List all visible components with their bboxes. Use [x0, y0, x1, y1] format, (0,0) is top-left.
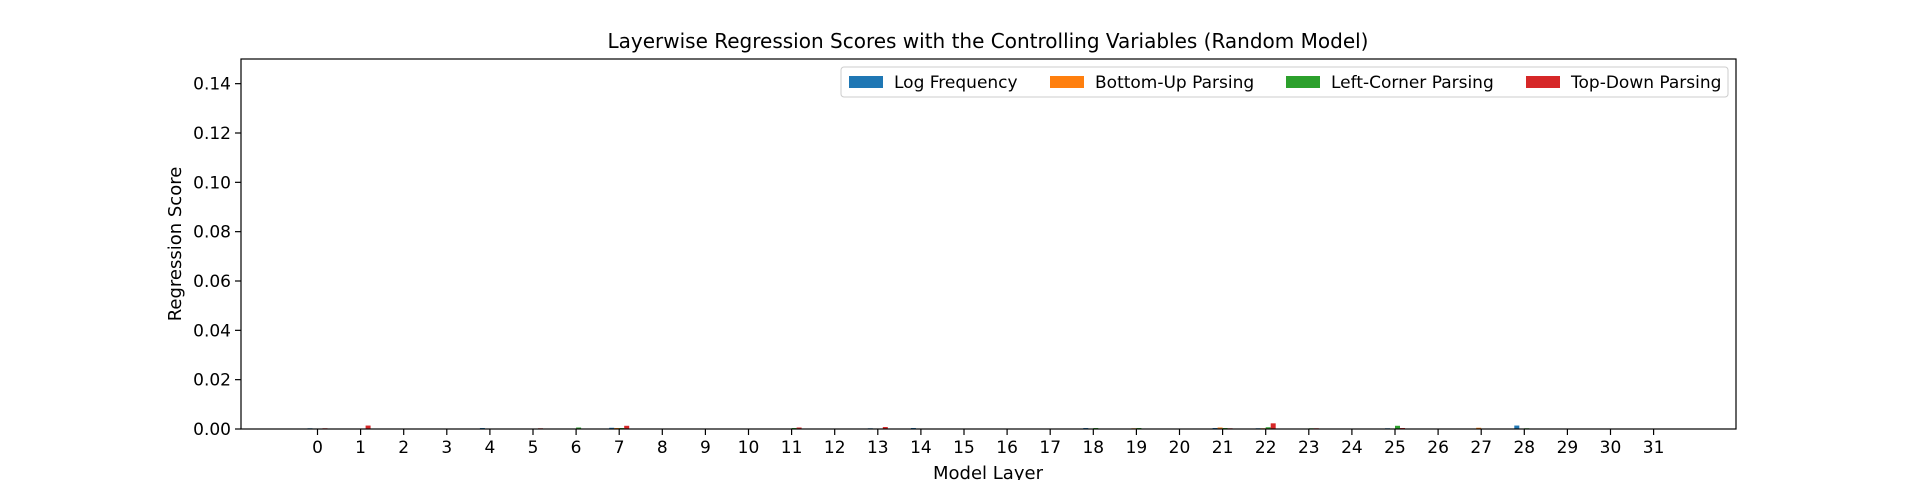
legend-label: Bottom-Up Parsing	[1095, 73, 1254, 93]
x-tick-label: 9	[700, 438, 711, 458]
legend-box	[840, 66, 1729, 98]
x-tick-label: 24	[1341, 438, 1363, 458]
y-tick-label: 0.08	[193, 223, 231, 243]
x-tick-label: 29	[1557, 438, 1579, 458]
bar-top-down-parsing-layer-13	[882, 427, 888, 429]
legend-label: Log Frequency	[894, 73, 1018, 93]
bar-log-frequency-layer-7	[609, 427, 615, 429]
legend-swatch-left-corner-parsing	[1286, 76, 1320, 88]
x-tick-label: 12	[824, 438, 846, 458]
bar-left-corner-parsing-layer-22	[1265, 427, 1271, 429]
y-tick-label: 0.04	[193, 321, 231, 341]
x-axis: 0 1 2 3 4 5 6 7 8 9 10 11 12 13 14 15 16 17 18 19 20 21 22 23 24…	[312, 429, 1664, 458]
y-axis-title: Regression Score	[165, 167, 186, 322]
chart-title: Layerwise Regression Scores with the Con…	[608, 29, 1369, 53]
x-tick-label: 8	[657, 438, 668, 458]
x-tick-label: 15	[953, 438, 975, 458]
x-tick-label: 27	[1470, 438, 1492, 458]
x-tick-label: 14	[910, 438, 932, 458]
y-tick-label: 0.12	[193, 124, 231, 144]
x-tick-label: 17	[1039, 438, 1061, 458]
x-tick-label: 30	[1600, 438, 1622, 458]
bar-left-corner-parsing-layer-6	[576, 427, 582, 429]
x-tick-label: 26	[1427, 438, 1449, 458]
x-tick-label: 31	[1643, 438, 1665, 458]
bar-top-down-parsing-layer-22	[1270, 423, 1276, 429]
y-tick-label: 0.02	[193, 371, 231, 391]
bar-bottom-up-parsing-layer-21	[1217, 427, 1223, 429]
legend-swatch-log-frequency	[849, 76, 883, 88]
x-tick-label: 2	[398, 438, 409, 458]
bar-top-down-parsing-layer-1	[365, 425, 371, 429]
legend-label: Left-Corner Parsing	[1331, 73, 1494, 93]
x-tick-label: 5	[528, 438, 539, 458]
bars-group	[307, 423, 1664, 429]
legend-swatch-top-down-parsing	[1526, 76, 1560, 88]
y-tick-label: 0.10	[193, 173, 231, 193]
x-tick-label: 16	[996, 438, 1018, 458]
x-tick-label: 22	[1255, 438, 1277, 458]
bar-log-frequency-layer-28	[1514, 425, 1520, 429]
y-tick-label: 0.00	[193, 420, 231, 440]
x-tick-label: 1	[355, 438, 366, 458]
y-tick-label: 0.06	[193, 272, 231, 292]
x-tick-label: 25	[1384, 438, 1406, 458]
x-axis-title: Model Layer	[933, 463, 1044, 480]
x-tick-label: 13	[867, 438, 889, 458]
legend: Log Frequency Bottom-Up Parsing Left-Corne…	[840, 66, 1729, 98]
x-tick-label: 0	[312, 438, 323, 458]
bar-bottom-up-parsing-layer-27	[1476, 427, 1482, 429]
x-tick-label: 19	[1126, 438, 1148, 458]
bar-top-down-parsing-layer-11	[796, 427, 802, 429]
x-tick-label: 23	[1298, 438, 1320, 458]
plot-frame	[240, 58, 1737, 430]
x-tick-label: 10	[738, 438, 760, 458]
y-tick-label: 0.14	[193, 75, 231, 95]
x-tick-label: 7	[614, 438, 625, 458]
x-tick-label: 18	[1082, 438, 1104, 458]
x-tick-label: 4	[484, 438, 495, 458]
bar-top-down-parsing-layer-7	[624, 425, 630, 429]
x-tick-label: 11	[781, 438, 803, 458]
x-tick-label: 20	[1169, 438, 1191, 458]
legend-swatch-bottom-up-parsing	[1050, 76, 1084, 88]
y-axis: 0.00 0.02 0.04 0.06 0.08 0.10 0.12 0.14	[193, 75, 241, 440]
x-tick-label: 28	[1513, 438, 1535, 458]
x-tick-label: 6	[571, 438, 582, 458]
bar-left-corner-parsing-layer-25	[1395, 425, 1400, 429]
legend-label: Top-Down Parsing	[1570, 73, 1721, 93]
x-tick-label: 21	[1212, 438, 1234, 458]
x-tick-label: 3	[441, 438, 452, 458]
